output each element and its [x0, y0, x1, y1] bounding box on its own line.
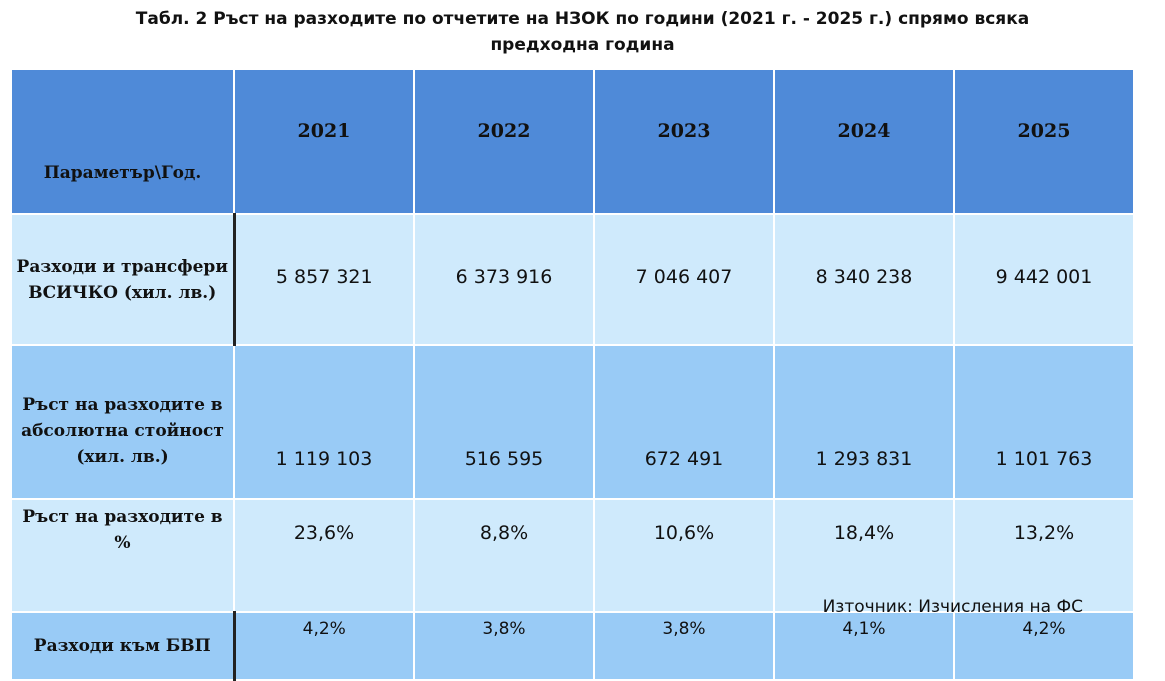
- table-cell: 13,2%: [953, 498, 1135, 613]
- table-cell: 672 491: [593, 344, 775, 500]
- row-label: Разходи към БВП: [10, 611, 236, 681]
- row-label: Ръст на разходите в абсолютна стойност (…: [10, 344, 235, 500]
- table-title-line-1: Табл. 2 Ръст на разходите по отчетите на…: [135, 9, 1030, 29]
- table-cell: 10,6%: [593, 498, 775, 613]
- year-header: 2021: [233, 68, 415, 215]
- table-row: Ръст на разходите в % 23,6% 8,8% 10,6% 1…: [10, 498, 1135, 613]
- table-title: Табл. 2 Ръст на разходите по отчетите на…: [0, 6, 1165, 58]
- expenditure-table: Параметър\Год. 2021 2022 2023 2024 2025 …: [10, 68, 1135, 681]
- table-cell: 516 595: [413, 344, 595, 500]
- table-cell: 4,1%: [773, 611, 955, 681]
- table-row: Разходи към БВП 4,2% 3,8% 3,8% 4,1% 4,2%: [10, 611, 1135, 681]
- table-cell: 8 340 238: [773, 213, 955, 346]
- year-header: 2022: [413, 68, 595, 215]
- table-title-line-2: предходна година: [490, 35, 675, 55]
- row-label: Разходи и трансфери ВСИЧКО (хил. лв.): [10, 213, 236, 346]
- table-cell: 23,6%: [233, 498, 415, 613]
- table-row: Разходи и трансфери ВСИЧКО (хил. лв.) 5 …: [10, 213, 1135, 346]
- corner-header: Параметър\Год.: [10, 68, 235, 215]
- table-row: Ръст на разходите в абсолютна стойност (…: [10, 344, 1135, 500]
- table-header-row: Параметър\Год. 2021 2022 2023 2024 2025: [10, 68, 1135, 215]
- table-cell: 4,2%: [233, 611, 415, 681]
- table-cell: 1 101 763: [953, 344, 1135, 500]
- table-cell: 3,8%: [593, 611, 775, 681]
- table-cell: 1 119 103: [233, 344, 415, 500]
- source-note: Източник: Изчисления на ФС: [822, 597, 1083, 617]
- table-cell: 7 046 407: [593, 213, 775, 346]
- year-header: 2025: [953, 68, 1135, 215]
- year-header: 2024: [773, 68, 955, 215]
- row-label: Ръст на разходите в %: [10, 498, 235, 613]
- table-cell: 4,2%: [953, 611, 1135, 681]
- table-cell: 1 293 831: [773, 344, 955, 500]
- year-header: 2023: [593, 68, 775, 215]
- table-cell: 8,8%: [413, 498, 595, 613]
- table-cell: 5 857 321: [233, 213, 415, 346]
- table-cell: 9 442 001: [953, 213, 1135, 346]
- table-cell: 6 373 916: [413, 213, 595, 346]
- table-cell: 18,4%: [773, 498, 955, 613]
- table-cell: 3,8%: [413, 611, 595, 681]
